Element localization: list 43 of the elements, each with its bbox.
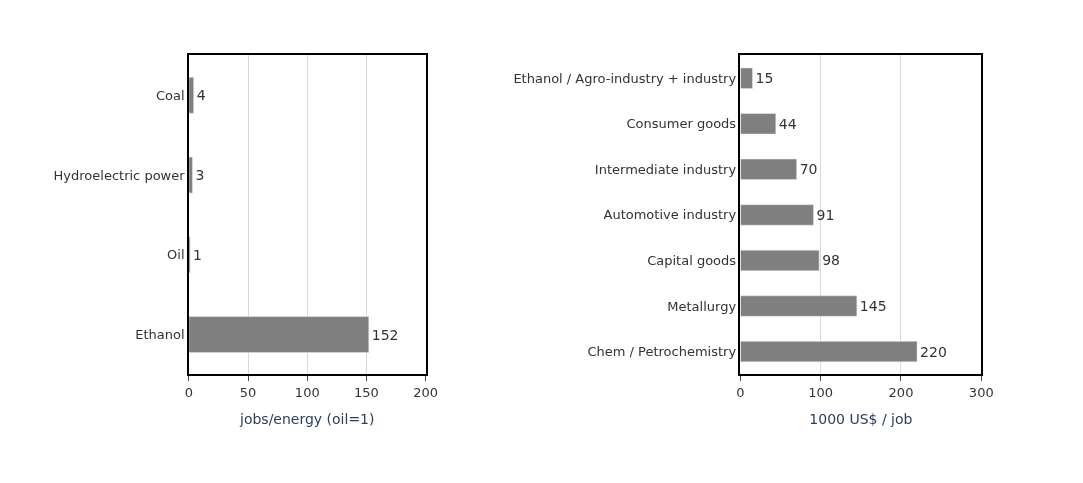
y-tick-label: Coal xyxy=(155,87,185,103)
y-tick-label: Hydroelectric power xyxy=(53,167,186,183)
data-label: 44 xyxy=(778,115,797,132)
bar xyxy=(740,249,820,271)
x-tick-label: 100 xyxy=(808,384,834,400)
x-tick-label: 50 xyxy=(239,384,257,400)
y-tick-label: Oil xyxy=(167,247,185,263)
data-label: 4 xyxy=(196,87,206,104)
y-tick-label: Ethanol / Agro-industry + industry xyxy=(513,70,737,86)
bar xyxy=(740,341,918,363)
bar xyxy=(740,67,753,89)
bar xyxy=(188,156,193,194)
x-tick-label: 0 xyxy=(184,384,194,400)
y-tick-label: Ethanol xyxy=(135,327,185,343)
bar xyxy=(188,77,194,114)
data-label: 220 xyxy=(920,343,947,360)
y-tick-label: Capital goods xyxy=(647,253,737,269)
bar xyxy=(740,158,797,180)
x-axis-title: 1000 US$ / job xyxy=(809,410,913,427)
x-tick-label: 200 xyxy=(888,384,914,400)
bar xyxy=(740,295,858,317)
x-tick-label: 300 xyxy=(968,384,994,400)
x-tick-label: 100 xyxy=(294,384,320,400)
data-label: 70 xyxy=(799,161,818,178)
data-label: 98 xyxy=(822,252,840,269)
x-tick-label: 200 xyxy=(413,384,439,400)
x-tick-label: 150 xyxy=(354,384,379,400)
bar xyxy=(740,204,814,226)
x-tick-label: 0 xyxy=(736,384,745,400)
data-label: 15 xyxy=(755,70,774,87)
x-axis-title: jobs/energy (oil=1) xyxy=(239,410,375,427)
data-label: 152 xyxy=(371,326,399,343)
data-label: 91 xyxy=(816,206,835,223)
y-tick-label: Automotive industry xyxy=(603,207,737,223)
data-label: 1 xyxy=(193,246,203,263)
y-tick-label: Metallurgy xyxy=(667,298,737,314)
y-tick-label: Chem / Petrochemistry xyxy=(587,344,737,360)
y-tick-label: Consumer goods xyxy=(626,116,737,132)
bar xyxy=(740,113,777,135)
y-tick-label: Intermediate industry xyxy=(594,161,737,177)
bar xyxy=(188,316,370,353)
data-label: 3 xyxy=(195,167,205,184)
data-label: 145 xyxy=(859,298,887,315)
